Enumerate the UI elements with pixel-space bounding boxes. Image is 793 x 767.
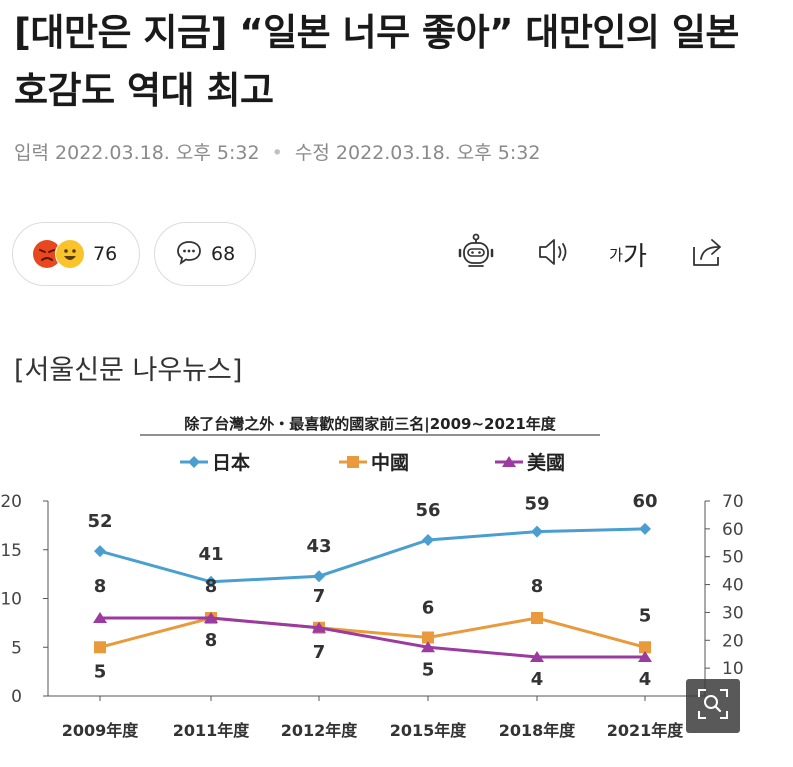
comment-bubble-icon: [175, 238, 203, 270]
data-point: [421, 641, 435, 653]
x-axis-tick-label: 2012年度: [281, 721, 359, 740]
series-line-japan: [99, 527, 646, 584]
legend-marker: [502, 456, 516, 467]
article-dates: 입력 2022.03.18. 오후 5:32 • 수정 2022.03.18. …: [14, 138, 540, 165]
left-axis-tick-label: 15: [0, 541, 22, 561]
data-point: [93, 612, 107, 623]
date-separator: •: [271, 142, 283, 164]
left-axis-tick-label: 10: [0, 590, 22, 610]
x-axis-tick-label: 2009年度: [62, 721, 140, 740]
right-axis-tick-label: 30: [722, 603, 744, 623]
left-axis-tick-label: 0: [11, 687, 22, 707]
data-point: [313, 570, 325, 583]
comments-button[interactable]: 68: [154, 222, 256, 286]
data-label: 56: [415, 500, 440, 521]
favorite-countries-line-chart: 除了台灣之外・最喜歡的國家前三名|2009~2021年度 日本 中國 美國 0 5 10…: [0, 415, 743, 740]
data-label: 7: [313, 642, 326, 663]
modified-date: 2022.03.18. 오후 5:32: [335, 142, 541, 164]
data-point: [638, 651, 652, 662]
x-axis-tick-label: 2015年度: [390, 721, 468, 740]
data-label: 52: [87, 511, 112, 532]
data-label: 5: [422, 659, 435, 680]
article-source: [서울신문 나우뉴스]: [14, 355, 243, 386]
comments-count: 68: [211, 243, 236, 265]
legend-label: 日本: [212, 451, 250, 474]
chart-legend: 日本 中國 美國: [180, 451, 565, 474]
chart-series: 52 41 43 56 59 60 5 8 7 6 8 5 8 8 7 5 4 4: [87, 491, 657, 690]
data-label: 60: [632, 491, 657, 512]
share-button[interactable]: [686, 232, 730, 276]
data-point: [530, 651, 544, 662]
data-point: [531, 612, 543, 624]
data-point: [204, 612, 218, 623]
data-label: 41: [198, 544, 223, 565]
data-point: [422, 631, 434, 644]
data-label: 5: [639, 605, 652, 626]
data-label: 4: [639, 669, 652, 690]
right-axis-tick-label: 60: [722, 520, 744, 540]
modified-label: 수정: [294, 142, 330, 164]
font-size-small-glyph: 가: [609, 245, 623, 264]
data-label: 5: [94, 661, 107, 682]
chart-axes: 0 5 10 15 20 10 20 30 40 50 60 70 2009年度 2011年度 2012年度…: [0, 492, 743, 740]
robot-icon: [456, 232, 496, 276]
chart-title: 除了台灣之外・最喜歡的國家前三名|2009~2021年度: [184, 415, 557, 434]
zoom-search-icon: [696, 687, 730, 725]
data-point: [94, 641, 106, 654]
right-axis-tick-label: 20: [722, 631, 744, 651]
happy-emoji-icon: [55, 239, 85, 269]
left-axis-tick-label: 5: [11, 638, 22, 658]
left-axis-tick-label: 20: [0, 492, 22, 512]
legend-label: 中國: [371, 451, 409, 474]
right-axis-tick-label: 40: [722, 576, 744, 596]
legend-marker: [347, 456, 359, 468]
reactions-button[interactable]: 76: [12, 222, 140, 286]
published-date: 2022.03.18. 오후 5:32: [55, 142, 260, 164]
x-axis-tick-label: 2018年度: [499, 721, 577, 740]
data-label: 8: [205, 576, 218, 597]
reactions-count: 76: [93, 243, 118, 265]
right-axis-tick-label: 70: [722, 492, 744, 512]
x-axis-tick-label: 2011年度: [173, 721, 251, 740]
data-label: 6: [422, 598, 435, 619]
speaker-icon: [535, 236, 573, 272]
data-label: 8: [531, 576, 544, 597]
x-axis-tick-label: 2021年度: [607, 721, 685, 740]
data-point: [422, 534, 434, 546]
data-point: [531, 525, 543, 538]
data-point: [312, 621, 326, 633]
data-label: 8: [205, 630, 218, 651]
data-label: 7: [313, 586, 326, 607]
legend-marker: [188, 456, 200, 468]
share-icon: [690, 235, 726, 273]
right-axis-tick-label: 50: [722, 548, 744, 568]
ai-summary-bot-button[interactable]: [452, 232, 500, 276]
data-point: [639, 641, 651, 654]
published-label: 입력: [14, 142, 49, 164]
legend-label: 美國: [527, 451, 565, 474]
right-axis-tick-label: 10: [722, 659, 744, 679]
data-point: [94, 545, 106, 558]
text-to-speech-button[interactable]: [532, 232, 576, 276]
article-headline: [대만은 지금] “일본 너무 좋아” 대만인의 일본 호감도 역대 최고: [14, 11, 739, 112]
data-label: 4: [531, 669, 544, 690]
data-label: 43: [306, 536, 331, 557]
data-point: [639, 522, 651, 535]
font-size-large-glyph: 가: [622, 241, 647, 272]
image-zoom-button[interactable]: [686, 679, 740, 733]
series-line-usa: [100, 616, 645, 659]
data-label: 59: [524, 494, 549, 515]
series-line-china: [99, 616, 646, 649]
data-label: 8: [94, 576, 107, 597]
data-point: [205, 575, 217, 588]
